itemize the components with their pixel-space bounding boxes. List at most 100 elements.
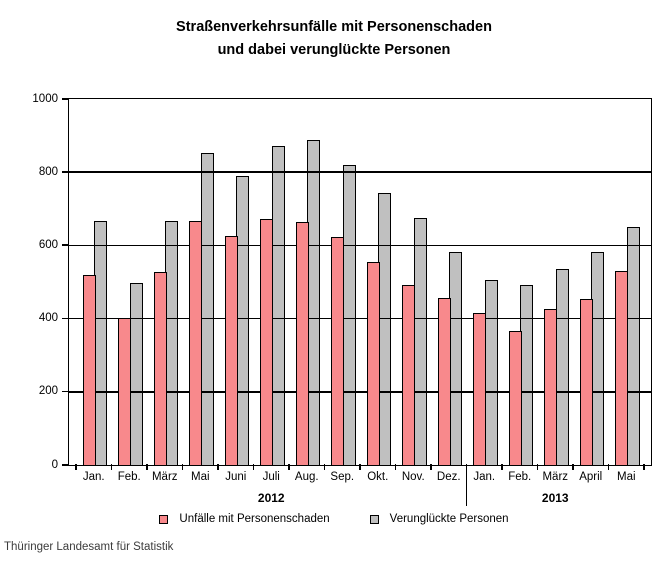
- bar-group-jan-11: [468, 99, 504, 465]
- bar-verunglueckte: [555, 268, 569, 465]
- bar-group-dez-10: [432, 99, 468, 465]
- bar-unfaelle: [544, 308, 557, 465]
- chart-title-line2: und dabei verunglückte Personen: [217, 42, 451, 58]
- x-axis-tick-mark: [359, 464, 361, 470]
- y-axis-tick-label: 0: [51, 458, 58, 471]
- y-axis-tick-mark: [62, 244, 68, 246]
- x-axis-tick-mark: [501, 464, 503, 470]
- x-axis-tick-mark: [323, 464, 326, 470]
- legend-label-verunglueckte: Verunglückte Personen: [389, 513, 509, 525]
- bar-unfaelle: [615, 270, 628, 465]
- bar-group-juli-5: [255, 99, 291, 465]
- x-axis-tick-mark: [217, 464, 219, 470]
- bar-verunglueckte: [626, 226, 640, 465]
- y-axis-tick-mark: [62, 390, 68, 393]
- bar-verunglueckte: [591, 252, 604, 465]
- year-divider-line: [465, 464, 468, 506]
- bar-group-aug-6: [290, 99, 326, 465]
- bar-group-jan-0: [77, 99, 113, 465]
- x-axis-tick-mark: [288, 464, 290, 470]
- x-axis-tick-mark: [643, 464, 645, 470]
- bar-verunglueckte: [165, 220, 178, 465]
- chart-title: Straßenverkehrsunfälle mit Personenschad…: [0, 16, 668, 62]
- bar-group-märz-13: [539, 99, 575, 465]
- gridline: [69, 171, 651, 173]
- bar-unfaelle: [366, 261, 380, 465]
- bar-verunglueckte: [378, 193, 391, 465]
- year-label-2013: 2013: [541, 491, 569, 505]
- x-axis-tick-mark: [430, 464, 432, 470]
- legend-item-unfaelle: Unfälle mit Personenschaden: [159, 513, 330, 525]
- gridline: [69, 391, 651, 393]
- x-axis-category-label: Dez.: [436, 471, 461, 483]
- x-axis-tick-mark: [181, 464, 184, 470]
- x-axis-category-label: Nov.: [401, 471, 425, 483]
- chart-title-line1: Straßenverkehrsunfälle mit Personenschad…: [176, 19, 492, 35]
- x-axis-category-label: Feb.: [508, 471, 532, 483]
- bar-unfaelle: [331, 237, 344, 465]
- bar-group-juni-4: [219, 99, 255, 465]
- bar-verunglueckte: [236, 176, 249, 465]
- bars-row: [69, 99, 651, 465]
- source-attribution: Thüringer Landesamt für Statistik: [4, 541, 174, 553]
- x-axis-category-label: Sep.: [330, 471, 355, 483]
- bar-unfaelle: [295, 221, 309, 465]
- bar-unfaelle: [579, 299, 593, 465]
- bar-unfaelle: [82, 275, 96, 465]
- bar-group-april-14: [574, 99, 610, 465]
- bar-group-feb-1: [113, 99, 149, 465]
- plot-area: [68, 98, 652, 466]
- x-axis-category-label: März: [542, 471, 569, 483]
- legend-label-unfaelle: Unfälle mit Personenschaden: [179, 513, 330, 525]
- bar-group-mai-15: [610, 99, 646, 465]
- bar-verunglueckte: [200, 152, 214, 465]
- x-axis-category-label: Jan.: [82, 471, 105, 483]
- bar-unfaelle: [189, 220, 202, 465]
- bar-unfaelle: [118, 317, 131, 465]
- legend-marker-square-icon: [369, 514, 379, 524]
- bar-unfaelle: [473, 313, 486, 465]
- legend-item-verunglueckte: Verunglückte Personen: [369, 513, 509, 525]
- bar-verunglueckte: [94, 220, 107, 465]
- bar-group-mai-3: [184, 99, 220, 465]
- x-axis-category-label: Jan.: [473, 471, 496, 483]
- bar-group-nov-9: [397, 99, 433, 465]
- y-axis-tick-mark: [62, 171, 68, 173]
- gridline: [69, 244, 651, 247]
- bar-unfaelle: [260, 219, 273, 465]
- bar-verunglueckte: [307, 140, 320, 465]
- bar-group-märz-2: [148, 99, 184, 465]
- x-axis-category-label: März: [151, 471, 178, 483]
- bar-verunglueckte: [449, 252, 462, 465]
- bar-unfaelle: [224, 235, 238, 465]
- y-axis-tick-label: 800: [38, 165, 58, 178]
- x-axis-tick-mark: [252, 464, 255, 470]
- x-axis-tick-mark: [536, 464, 539, 470]
- bar-verunglueckte: [129, 283, 143, 465]
- legend: Unfälle mit Personenschaden Verunglückte…: [0, 513, 668, 525]
- x-axis-category-label: Juni: [225, 471, 247, 483]
- bar-unfaelle: [437, 298, 451, 465]
- y-axis-tick-label: 600: [38, 238, 58, 251]
- x-axis-tick-mark: [110, 464, 113, 470]
- y-axis-tick-label: 400: [38, 312, 58, 325]
- bar-unfaelle: [508, 331, 522, 465]
- bar-verunglueckte: [342, 164, 356, 465]
- bar-unfaelle: [153, 272, 167, 465]
- x-axis-category-label: April: [579, 471, 603, 483]
- legend-marker-square-icon: [159, 514, 169, 524]
- bar-group-sep-7: [326, 99, 362, 465]
- x-axis-category-label: Okt.: [367, 471, 389, 483]
- bar-group-feb-12: [503, 99, 539, 465]
- x-axis-category-label: Juli: [262, 471, 280, 483]
- bar-verunglueckte: [484, 279, 498, 465]
- x-axis-tick-mark: [146, 464, 148, 470]
- y-axis-tick-mark: [62, 98, 68, 100]
- x-axis-category-label: Aug.: [294, 471, 319, 483]
- bar-verunglueckte: [271, 145, 285, 465]
- x-axis-category-label: Feb.: [117, 471, 141, 483]
- bar-group-okt-8: [361, 99, 397, 465]
- x-axis-labels: Jan. Feb. März Mai Juni Juli Aug. Sep. Okt. Nov. D…: [76, 470, 644, 485]
- y-axis-tick-label: 1000: [32, 92, 58, 105]
